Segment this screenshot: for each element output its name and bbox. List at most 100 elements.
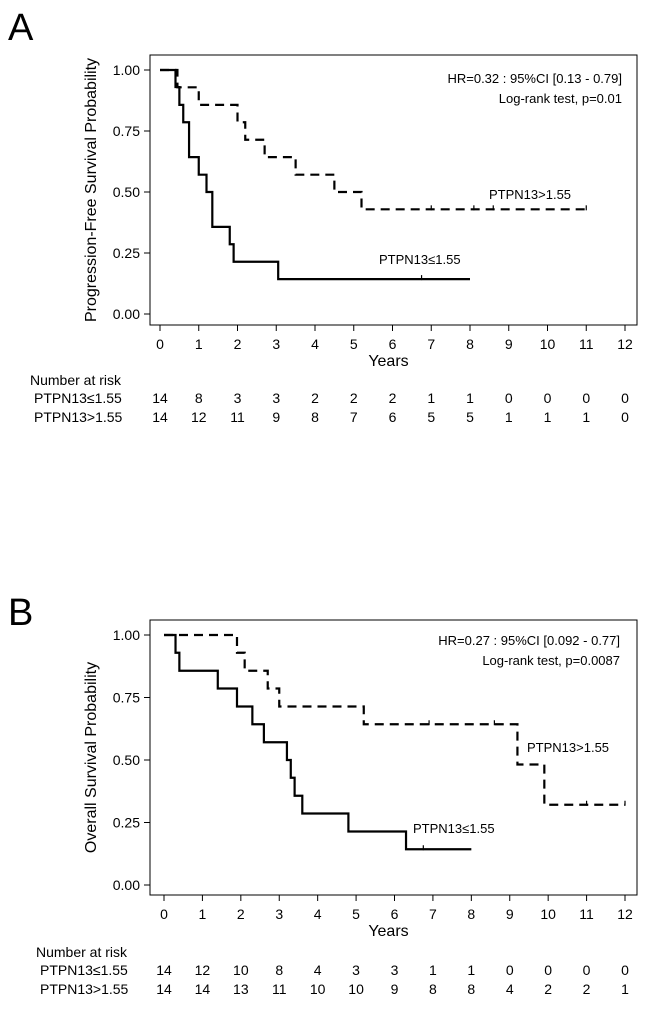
- x-tick-label: 8: [467, 906, 475, 922]
- risk-count: 1: [582, 409, 590, 425]
- y-tick-label: 1.00: [113, 627, 140, 643]
- risk-count: 5: [466, 409, 474, 425]
- risk-count: 0: [621, 962, 629, 978]
- risk-count: 0: [582, 390, 590, 406]
- panel-a: A0 1 2 3 4 5 6 7 8 9 10 11 120.000.250.500.751.00Yea…: [8, 7, 638, 425]
- risk-count: 8: [429, 981, 437, 997]
- risk-count: 8: [311, 409, 319, 425]
- x-tick-label: 1: [199, 906, 207, 922]
- risk-count: 10: [310, 981, 326, 997]
- risk-count: 1: [544, 409, 552, 425]
- risk-count: 10: [348, 981, 364, 997]
- risk-row-label: PTPN13≤1.55: [40, 962, 128, 978]
- x-tick-label: 3: [272, 336, 280, 352]
- x-tick-label: 12: [617, 336, 633, 352]
- x-tick-label: 9: [505, 336, 513, 352]
- x-axis-title: Years: [368, 353, 408, 370]
- x-tick-label: 0: [156, 336, 164, 352]
- risk-count: 13: [233, 981, 249, 997]
- risk-count: 12: [195, 962, 211, 978]
- x-tick-label: 2: [237, 906, 245, 922]
- risk-count: 3: [234, 390, 242, 406]
- y-tick-label: 0.00: [113, 877, 140, 893]
- risk-count: 2: [583, 981, 591, 997]
- x-tick-label: 9: [506, 906, 514, 922]
- x-tick-label: 6: [391, 906, 399, 922]
- curve-label: PTPN13>1.55: [489, 187, 571, 202]
- stats-annotation: Log-rank test, p=0.0087: [482, 653, 620, 668]
- risk-count: 0: [505, 390, 513, 406]
- risk-count: 0: [544, 390, 552, 406]
- plot-frame: [149, 54, 638, 326]
- risk-count: 2: [389, 390, 397, 406]
- risk-count: 2: [311, 390, 319, 406]
- x-tick-label: 8: [466, 336, 474, 352]
- x-tick-label: 7: [429, 906, 437, 922]
- risk-count: 9: [272, 409, 280, 425]
- km-curve-low: [160, 68, 470, 281]
- y-tick-label: 0.75: [113, 123, 140, 139]
- stats-annotation: HR=0.32 : 95%CI [0.13 - 0.79]: [447, 71, 622, 86]
- km-curve-low: [164, 633, 472, 851]
- km-curve-high: [160, 68, 587, 211]
- risk-count: 5: [427, 409, 435, 425]
- risk-count: 14: [152, 390, 168, 406]
- risk-count: 1: [466, 390, 474, 406]
- risk-count: 0: [583, 962, 591, 978]
- risk-count: 9: [391, 981, 399, 997]
- x-axis-title: Years: [368, 923, 408, 940]
- y-tick-label: 0.75: [113, 690, 140, 706]
- stats-annotation: HR=0.27 : 95%CI [0.092 - 0.77]: [438, 633, 620, 648]
- risk-table-title: Number at risk: [36, 944, 128, 960]
- risk-count: 14: [195, 981, 211, 997]
- x-tick-label: 1: [195, 336, 203, 352]
- risk-count: 1: [467, 962, 475, 978]
- x-tick-label: 11: [579, 906, 594, 922]
- risk-row-label: PTPN13>1.55: [40, 981, 129, 997]
- risk-count: 10: [233, 962, 249, 978]
- x-tick-label: 5: [352, 906, 360, 922]
- x-tick-label: 2: [234, 336, 242, 352]
- risk-count: 11: [230, 409, 245, 425]
- x-tick-label: 4: [314, 906, 322, 922]
- risk-count: 8: [195, 390, 203, 406]
- risk-count: 8: [275, 962, 283, 978]
- y-tick-label: 0.50: [113, 752, 140, 768]
- y-tick-label: 0.25: [113, 815, 140, 831]
- risk-count: 0: [621, 409, 629, 425]
- risk-count: 12: [191, 409, 207, 425]
- risk-count: 1: [427, 390, 435, 406]
- y-tick-label: 0.50: [113, 184, 140, 200]
- risk-count: 14: [156, 962, 172, 978]
- risk-count: 14: [152, 409, 168, 425]
- risk-table-title: Number at risk: [30, 372, 122, 388]
- y-tick-label: 0.00: [113, 306, 140, 322]
- risk-count: 6: [389, 409, 397, 425]
- risk-count: 3: [352, 962, 360, 978]
- risk-count: 7: [350, 409, 358, 425]
- risk-count: 4: [314, 962, 322, 978]
- risk-count: 8: [467, 981, 475, 997]
- panel-letter: B: [8, 592, 33, 634]
- x-tick-label: 3: [275, 906, 283, 922]
- risk-count: 0: [544, 962, 552, 978]
- y-axis-title: Overall Survival Probability: [83, 662, 100, 853]
- x-tick-label: 7: [427, 336, 435, 352]
- curve-label: PTPN13≤1.55: [379, 252, 461, 267]
- x-tick-label: 10: [540, 906, 556, 922]
- risk-count: 1: [429, 962, 437, 978]
- risk-count: 2: [544, 981, 552, 997]
- risk-count: 0: [506, 962, 514, 978]
- risk-count: 14: [156, 981, 172, 997]
- km-curve-high: [164, 633, 625, 806]
- risk-count: 2: [350, 390, 358, 406]
- x-tick-label: 6: [389, 336, 397, 352]
- risk-count: 3: [391, 962, 399, 978]
- panel-b: B0 1 2 3 4 5 6 7 8 9 10 11 120.000.250.500.751.00Yea…: [8, 592, 638, 997]
- x-tick-label: 5: [350, 336, 358, 352]
- x-tick-label: 4: [311, 336, 319, 352]
- risk-count: 3: [272, 390, 280, 406]
- risk-count: 0: [621, 390, 629, 406]
- x-tick-label: 10: [540, 336, 556, 352]
- plot-frame: [149, 619, 638, 896]
